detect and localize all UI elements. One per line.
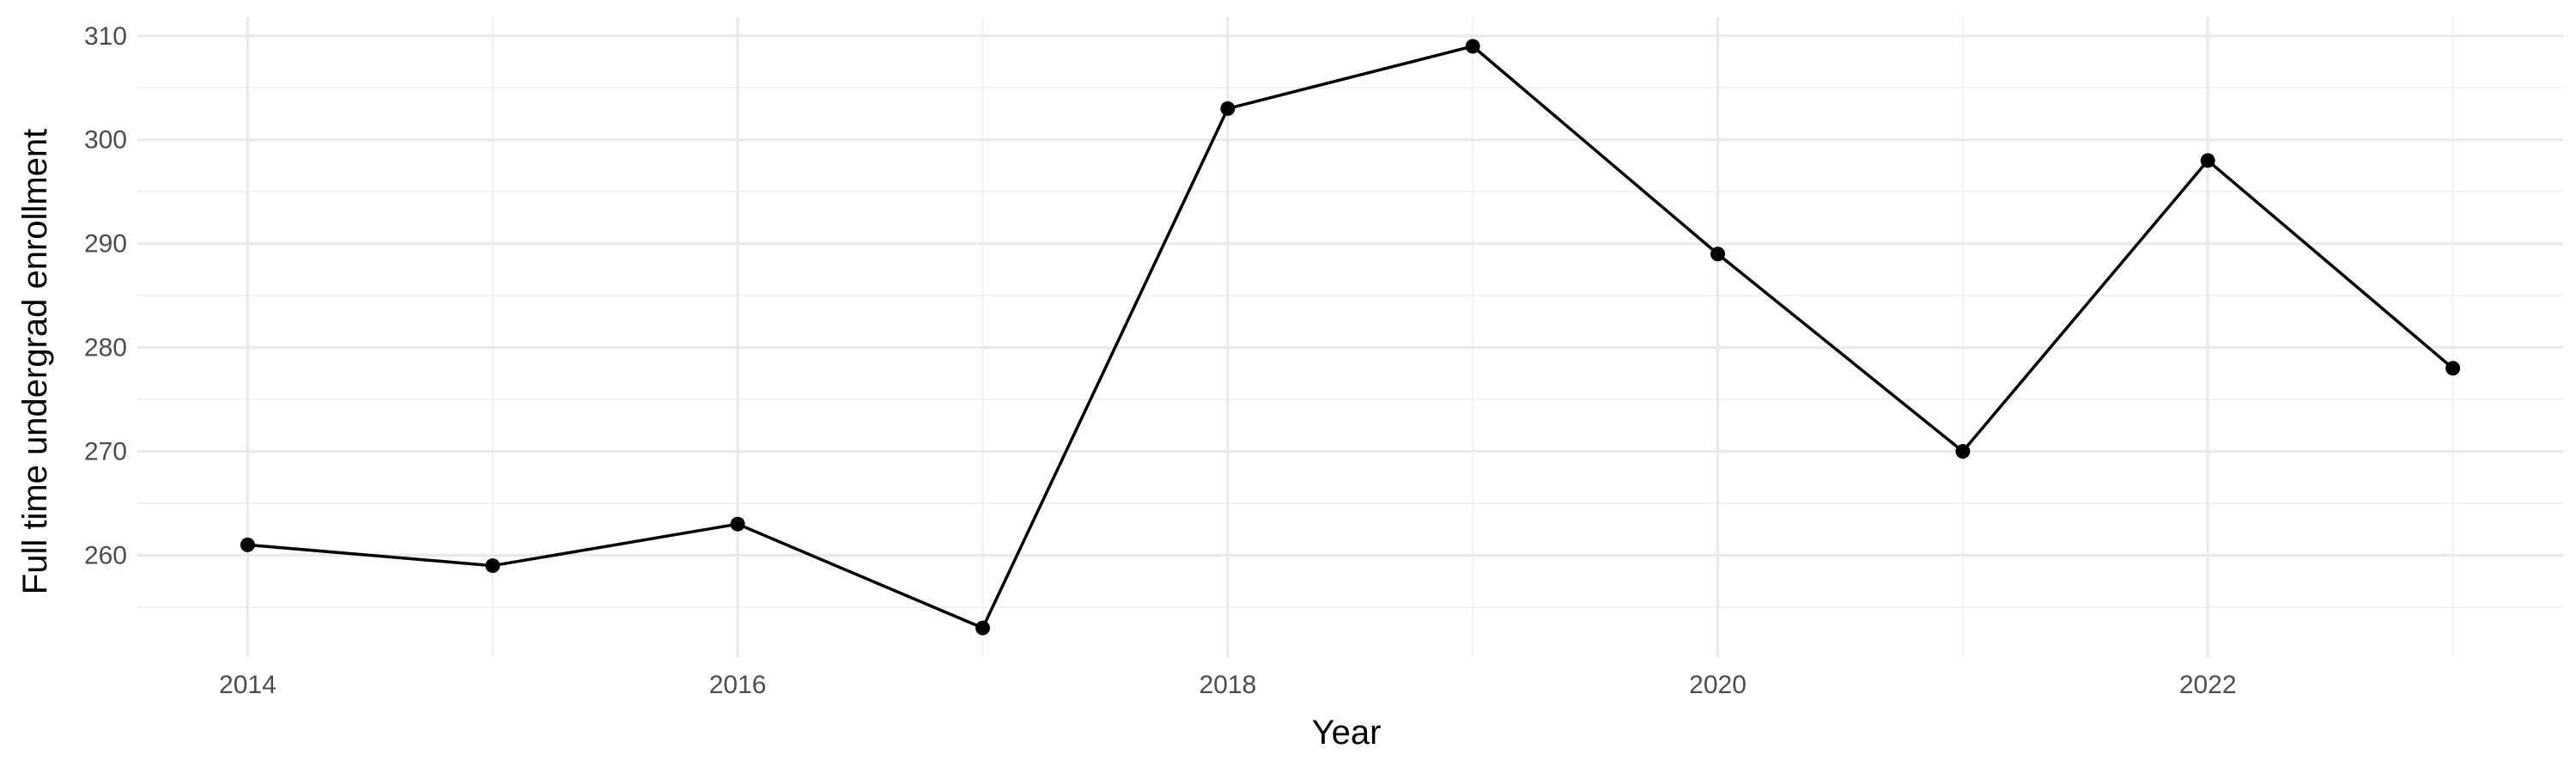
data-point <box>2445 361 2461 376</box>
series-line-segment <box>981 107 1230 630</box>
data-point <box>1220 100 1236 116</box>
x-tick-label: 2016 <box>709 671 767 699</box>
series-line-segment <box>1716 252 1965 453</box>
series-line-segment <box>1226 45 1474 111</box>
series-line-segment <box>491 522 739 568</box>
series-lines <box>246 45 2455 630</box>
y-tick-label: 260 <box>84 541 127 569</box>
series-line-segment <box>1961 159 2209 453</box>
y-tick-label: 270 <box>84 438 127 466</box>
series-line-segment <box>246 543 495 568</box>
data-point <box>975 620 990 636</box>
y-tick-label: 310 <box>84 22 127 51</box>
y-axis-title: Full time undergrad enrollment <box>16 129 54 594</box>
y-tick-label: 280 <box>84 334 127 362</box>
series-line-segment <box>1471 45 1720 256</box>
data-point <box>240 537 255 552</box>
x-axis-title: Year <box>1312 714 1382 752</box>
series-line-segment <box>736 522 985 630</box>
y-tick-label: 290 <box>84 230 127 259</box>
minor-gridlines <box>137 17 2563 657</box>
data-point <box>730 516 745 532</box>
x-tick-label: 2014 <box>219 671 276 699</box>
data-point <box>1465 39 1480 54</box>
data-point <box>1710 247 1726 262</box>
x-tick-label: 2022 <box>2179 671 2237 699</box>
major-gridlines <box>137 17 2563 657</box>
y-axis-tick-labels: 260 270 280 290 300 310 <box>84 22 127 570</box>
series-points <box>240 39 2461 636</box>
y-tick-label: 300 <box>84 126 127 155</box>
x-axis-tick-labels: 2014 2016 2018 2020 2022 <box>219 671 2237 699</box>
series-line-segment <box>2206 159 2455 370</box>
x-tick-label: 2018 <box>1199 671 1256 699</box>
x-tick-label: 2020 <box>1689 671 1747 699</box>
data-point <box>2200 153 2215 168</box>
data-point <box>1955 444 1971 460</box>
data-point <box>485 558 501 574</box>
